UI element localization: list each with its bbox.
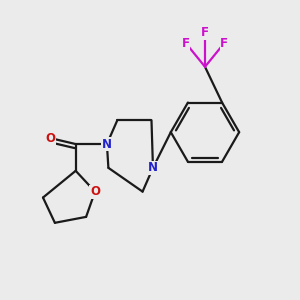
Text: N: N <box>102 138 112 151</box>
Text: F: F <box>201 26 209 39</box>
Text: F: F <box>182 37 190 50</box>
Text: O: O <box>45 132 56 145</box>
Text: O: O <box>90 185 100 198</box>
Text: F: F <box>220 37 228 50</box>
Text: N: N <box>148 161 158 174</box>
